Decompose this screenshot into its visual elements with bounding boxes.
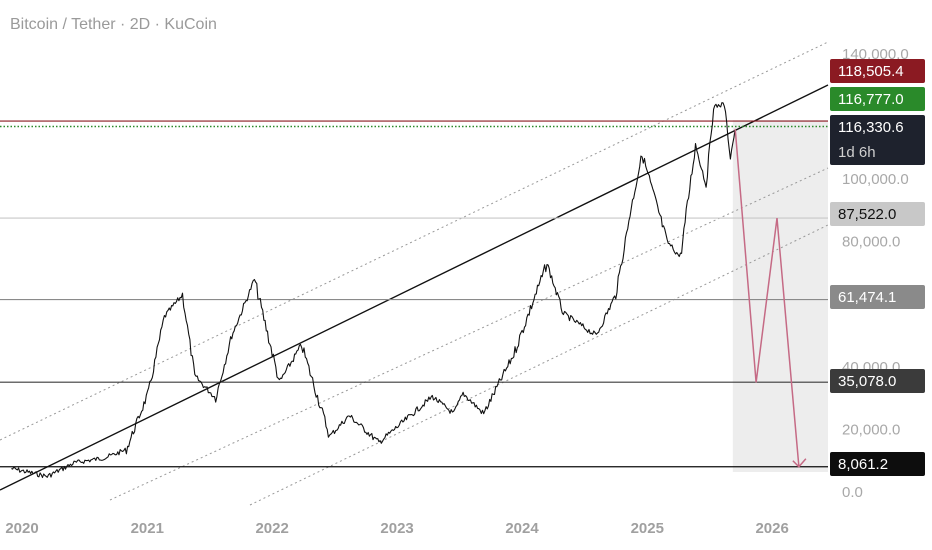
- projection-line: [734, 128, 800, 467]
- price-tag-bg-1: [830, 87, 925, 111]
- y-tick-label: 0.0: [842, 484, 863, 501]
- x-tick-label: 2020: [5, 520, 38, 537]
- price-tag-sublabel-2: 1d 6h: [838, 144, 876, 161]
- price-tag-label-6: 8,061.2: [838, 456, 888, 473]
- y-tick-label: 100,000.0: [842, 171, 909, 188]
- price-tag-bg-4: [830, 285, 925, 309]
- trend-line-lowest: [249, 224, 829, 506]
- x-tick-label: 2026: [755, 520, 788, 537]
- x-tick-label: 2024: [505, 520, 539, 537]
- x-axis: 2020 2021 2022 2023 2024 2025 2026: [5, 520, 789, 537]
- chart-title: Bitcoin / Tether · 2D · KuCoin: [10, 16, 217, 33]
- y-axis: 140,000.0100,000.080,000.040,000.020,000…: [842, 46, 909, 501]
- y-tick-label: 80,000.0: [842, 234, 900, 251]
- price-tag-label-1: 116,777.0: [838, 91, 904, 108]
- trend-line-upper: [0, 41, 829, 441]
- price-tag-label-2: 116,330.6: [838, 119, 904, 136]
- price-tag-label-0: 118,505.4: [838, 63, 904, 80]
- price-tag-label-4: 61,474.1: [838, 289, 896, 306]
- price-tags: 118,505.4 116,777.0 116,330.6 1d 6h 87,522.0…: [830, 59, 925, 476]
- x-tick-label: 2022: [255, 520, 288, 537]
- y-tick-label: 140,000.0: [842, 46, 909, 63]
- x-tick-label: 2023: [380, 520, 413, 537]
- x-tick-label: 2021: [131, 520, 164, 537]
- trend-line-lower: [109, 167, 829, 501]
- price-tag-label-3: 87,522.0: [838, 206, 896, 223]
- y-tick-label: 20,000.0: [842, 421, 900, 438]
- projection-shade: [732, 120, 828, 472]
- price-tag-bg-3: [830, 202, 925, 226]
- trend-line-main: [0, 84, 829, 491]
- price-tag-bg-0: [830, 59, 925, 83]
- projection-zone: [732, 120, 828, 472]
- price-series: [11, 102, 736, 479]
- price-tag-label-5: 35,078.0: [838, 373, 896, 390]
- price-tag-bg-2: [830, 115, 925, 165]
- projection-path: [734, 128, 807, 468]
- horizontal-levels: [0, 120, 828, 468]
- x-tick-label: 2025: [631, 520, 664, 537]
- projection-arrowhead: [792, 458, 807, 468]
- price-tag-bg-6: [830, 452, 925, 476]
- trend-channel: [0, 41, 829, 506]
- price-line: [11, 102, 736, 479]
- price-tag-bg-5: [830, 369, 925, 393]
